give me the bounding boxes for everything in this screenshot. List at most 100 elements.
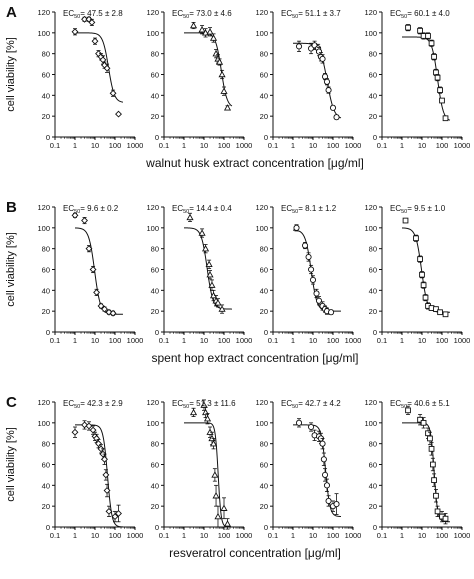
triangle-marker: [208, 281, 216, 288]
data-point: [203, 413, 212, 425]
x-tick-label: 0.1: [268, 336, 278, 345]
x-tick-label: 0.1: [377, 336, 387, 345]
x-tick-label: 0.1: [159, 531, 169, 540]
y-tick-label: 20: [151, 307, 159, 316]
y-tick-label: 20: [42, 502, 50, 511]
x-tick-label: 10: [91, 336, 99, 345]
x-tick-label: 0.1: [268, 531, 278, 540]
x-tick-label: 10: [200, 336, 208, 345]
subplot-C-2: 0 20 40 60 80 100 120 0.1 1 10 100 1000 EC50= 51.3 ±…: [146, 398, 252, 540]
x-tick-label: 100: [436, 336, 449, 345]
y-tick-label: 100: [364, 29, 377, 38]
data-point: [81, 420, 88, 430]
y-tick-label: 100: [146, 29, 159, 38]
y-tick-label: 40: [260, 481, 268, 490]
data-point: [433, 489, 439, 503]
data-point: [419, 271, 425, 279]
x-tick-label: 10: [91, 531, 99, 540]
data-point: [434, 505, 441, 517]
data-point: [427, 431, 433, 446]
square-marker: [442, 515, 449, 522]
circle-marker: [321, 471, 329, 478]
ec50-label: EC50= 60.1 ± 4.0: [390, 9, 450, 20]
square-marker: [433, 492, 439, 499]
y-tick-label: 60: [42, 266, 50, 275]
y-tick-label: 60: [369, 461, 377, 470]
y-tick-label: 120: [146, 8, 159, 17]
y-tick-label: 40: [369, 286, 377, 295]
y-tick-label: 40: [369, 91, 377, 100]
triangle-marker: [203, 414, 212, 422]
x-tick-label: 1: [73, 336, 77, 345]
circle-marker: [333, 501, 340, 508]
diamond-marker: [111, 513, 119, 521]
y-tick-label: 100: [255, 224, 268, 233]
data-point: [91, 37, 99, 45]
data-point: [333, 114, 340, 121]
x-tick-label: 1: [182, 141, 186, 150]
x-tick-label: 1000: [236, 531, 253, 540]
data-point: [109, 89, 117, 97]
x-tick-label: 0.1: [50, 531, 60, 540]
circle-marker: [301, 242, 309, 249]
square-marker: [433, 306, 439, 312]
x-tick-label: 100: [436, 141, 449, 150]
y-tick-label: 100: [255, 419, 268, 428]
data-point: [202, 244, 210, 254]
x-tick-label: 1000: [236, 336, 253, 345]
data-point: [430, 457, 436, 472]
triangle-marker: [223, 104, 232, 111]
data-point: [442, 311, 449, 318]
triangle-marker: [214, 512, 222, 520]
square-marker: [437, 309, 443, 316]
x-tick-label: 1: [400, 336, 404, 345]
y-tick-label: 120: [255, 203, 268, 212]
subplot-C-4: 0 20 40 60 80 100 120 0.1 1 10 100 1000 EC50= 40.6 ±…: [364, 398, 470, 540]
x-tick-label: 0.1: [50, 141, 60, 150]
x-tick-label: 10: [418, 336, 426, 345]
circle-marker: [313, 290, 320, 297]
fit-curve: [402, 422, 450, 523]
data-point: [211, 468, 219, 482]
triangle-marker: [202, 244, 210, 252]
diamond-marker: [109, 309, 117, 317]
data-point: [431, 473, 437, 487]
x-tick-label: 1: [400, 531, 404, 540]
diamond-marker: [81, 217, 88, 224]
x-tick-label: 1000: [454, 141, 471, 150]
subplot-A-1: 0 20 40 60 80 100 120 0.1 1 10 100 1000 EC50= 47.5 ±…: [37, 8, 143, 150]
y-tick-label: 40: [260, 91, 268, 100]
triangle-marker: [215, 58, 224, 65]
y-axis-label: cell viability [%]: [5, 37, 17, 112]
square-marker: [405, 407, 411, 414]
fit-curve: [402, 36, 451, 121]
y-tick-label: 40: [151, 91, 159, 100]
data-point: [323, 78, 331, 86]
diamond-marker: [85, 422, 93, 430]
square-marker: [402, 217, 409, 224]
x-tick-label: 100: [109, 531, 122, 540]
ec50-label: EC50= 9.5 ± 1.0: [390, 204, 446, 215]
circle-marker: [315, 297, 323, 304]
data-point: [422, 294, 429, 302]
y-tick-label: 0: [373, 133, 377, 142]
panel-letter: A: [6, 4, 17, 21]
y-tick-label: 120: [255, 8, 268, 17]
data-point: [295, 418, 303, 428]
data-point: [218, 69, 226, 80]
data-point: [425, 32, 431, 40]
data-point: [413, 234, 419, 242]
x-tick-label: 1000: [345, 531, 362, 540]
circle-marker: [325, 497, 332, 505]
y-tick-label: 120: [364, 8, 377, 17]
subplot-A-3: 0 20 40 60 80 100 120 0.1 1 10 100 1000 EC50= 51.1 ±…: [255, 8, 361, 150]
triangle-marker: [212, 492, 220, 499]
diamond-marker: [71, 211, 79, 219]
triangle-marker: [189, 21, 198, 29]
data-point: [81, 217, 88, 225]
data-point: [417, 255, 423, 263]
data-point: [293, 224, 300, 232]
data-point: [328, 309, 335, 316]
x-tick-label: 10: [418, 531, 426, 540]
data-point: [323, 478, 331, 492]
